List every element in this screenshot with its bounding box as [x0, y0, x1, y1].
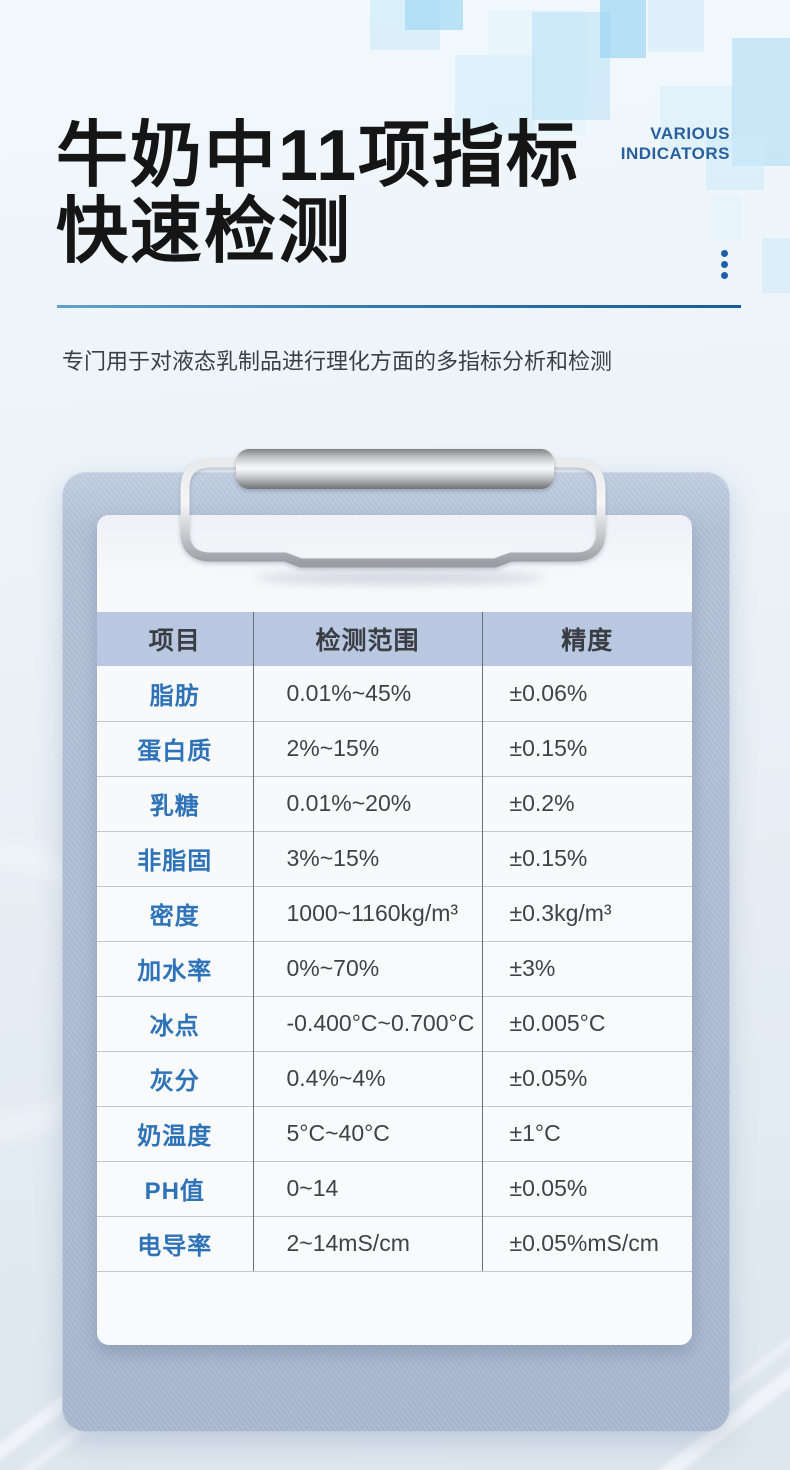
table-row: 蛋白质 2%~15% ±0.15%	[97, 720, 692, 776]
column-header-range: 检测范围	[252, 612, 482, 666]
precision-cell: ±0.05%mS/cm	[481, 1215, 692, 1272]
decor-square	[706, 138, 764, 190]
vertical-dots-decoration	[721, 250, 728, 279]
item-cell: 冰点	[97, 995, 253, 1051]
decor-square	[455, 55, 535, 135]
precision-cell: ±0.05%	[481, 1160, 692, 1216]
decor-square	[712, 196, 742, 241]
table-row: 奶温度 5°C~40°C ±1°C	[97, 1105, 692, 1161]
precision-cell: ±0.15%	[481, 830, 692, 886]
decor-square	[405, 0, 463, 30]
range-cell: 0.01%~20%	[252, 775, 482, 831]
item-cell: 蛋白质	[97, 720, 253, 776]
range-cell: 0%~70%	[252, 940, 482, 996]
page-title-line1: 牛奶中11项指标	[56, 116, 581, 196]
tagline: VARIOUS INDICATORS	[621, 124, 730, 164]
decor-square	[648, 0, 704, 52]
precision-cell: ±0.15%	[481, 720, 692, 776]
range-cell: 2~14mS/cm	[252, 1215, 482, 1272]
dot-icon	[721, 272, 728, 279]
decor-square	[762, 238, 790, 293]
precision-cell: ±0.005°C	[481, 995, 692, 1051]
range-cell: 0.4%~4%	[252, 1050, 482, 1106]
precision-cell: ±0.06%	[481, 666, 692, 721]
tagline-line2: INDICATORS	[620, 144, 730, 163]
precision-cell: ±0.2%	[481, 775, 692, 831]
range-cell: 3%~15%	[252, 830, 482, 886]
clipboard-clip-handle	[180, 458, 606, 568]
decor-square	[532, 12, 610, 120]
table-header-row: 项目 检测范围 精度	[97, 612, 692, 666]
table-body: 脂肪 0.01%~45% ±0.06% 蛋白质 2%~15% ±0.15% 乳糖…	[97, 666, 692, 1272]
item-cell: 奶温度	[97, 1105, 253, 1161]
dot-icon	[721, 261, 728, 268]
clip-shadow	[255, 572, 545, 584]
page-title: 牛奶中11项指标 快速检测	[56, 118, 656, 270]
item-cell: 密度	[97, 885, 253, 941]
table-row: 加水率 0%~70% ±3%	[97, 940, 692, 996]
decor-square	[600, 0, 646, 58]
page-title-line2: 快速检测	[56, 192, 353, 272]
spec-table: 项目 检测范围 精度 脂肪 0.01%~45% ±0.06% 蛋白质 2%~15…	[97, 612, 692, 1272]
precision-cell: ±0.05%	[481, 1050, 692, 1106]
item-cell: 乳糖	[97, 775, 253, 831]
subtitle: 专门用于对液态乳制品进行理化方面的多指标分析和检测	[62, 349, 613, 374]
item-cell: 灰分	[97, 1050, 253, 1106]
table-row: 密度 1000~1160kg/m³ ±0.3kg/m³	[97, 885, 692, 941]
column-header-item: 项目	[97, 612, 253, 666]
precision-cell: ±3%	[481, 940, 692, 996]
table-row: 电导率 2~14mS/cm ±0.05%mS/cm	[97, 1215, 692, 1272]
precision-cell: ±0.3kg/m³	[481, 885, 692, 941]
dot-icon	[721, 250, 728, 257]
table-row: 非脂固 3%~15% ±0.15%	[97, 830, 692, 886]
tagline-line1: VARIOUS	[650, 124, 730, 143]
table-row: 冰点 -0.400°C~0.700°C ±0.005°C	[97, 995, 692, 1051]
range-cell: 5°C~40°C	[252, 1105, 482, 1161]
clipboard-clip-bar	[236, 449, 554, 489]
range-cell: -0.400°C~0.700°C	[252, 995, 482, 1051]
column-header-precision: 精度	[481, 612, 692, 666]
range-cell: 1000~1160kg/m³	[252, 885, 482, 941]
item-cell: 加水率	[97, 940, 253, 996]
precision-cell: ±1°C	[481, 1105, 692, 1161]
table-row: 灰分 0.4%~4% ±0.05%	[97, 1050, 692, 1106]
item-cell: 非脂固	[97, 830, 253, 886]
table-row: 脂肪 0.01%~45% ±0.06%	[97, 666, 692, 721]
range-cell: 0.01%~45%	[252, 666, 482, 721]
divider-line	[57, 305, 741, 308]
item-cell: 脂肪	[149, 682, 200, 710]
range-cell: 0~14	[252, 1160, 482, 1216]
range-cell: 2%~15%	[252, 720, 482, 776]
table-row: 乳糖 0.01%~20% ±0.2%	[97, 775, 692, 831]
item-cell: PH值	[97, 1160, 253, 1216]
item-cell: 电导率	[97, 1215, 253, 1272]
table-row: PH值 0~14 ±0.05%	[97, 1160, 692, 1216]
